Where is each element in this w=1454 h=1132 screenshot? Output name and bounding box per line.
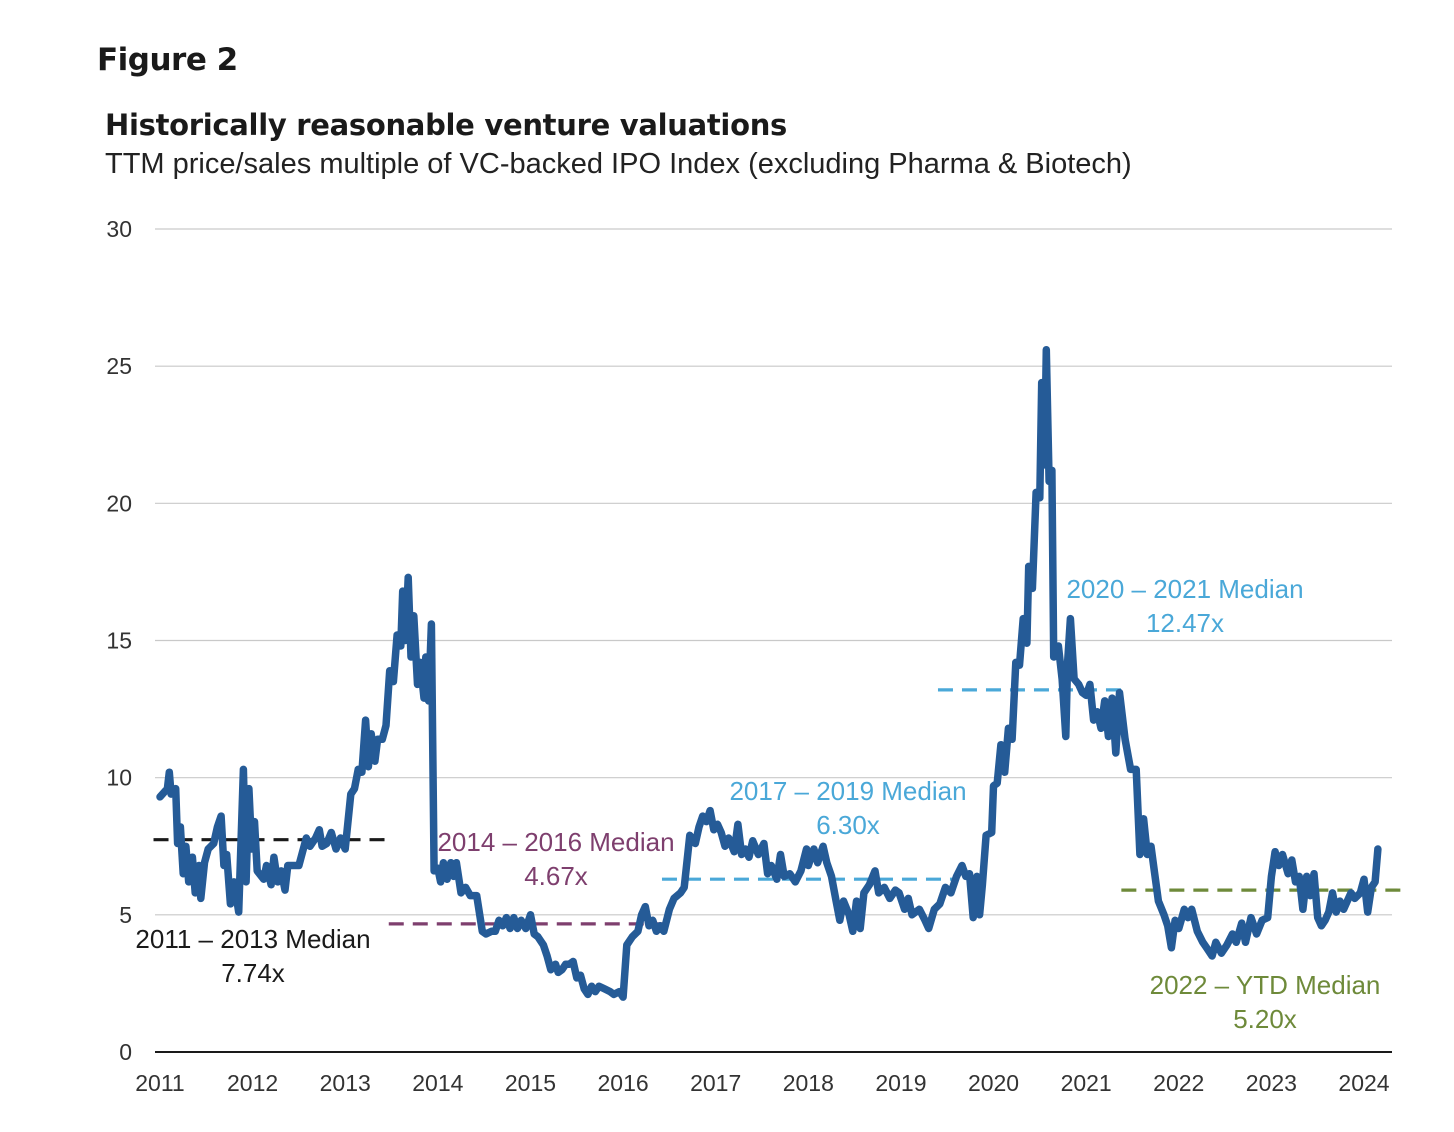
x-tick-label: 2021 [1061, 1070, 1112, 1096]
chart-subtitle: TTM price/sales multiple of VC-backed IP… [105, 148, 1132, 180]
x-tick-label: 2020 [968, 1070, 1019, 1096]
x-axis: 2011 2012 2013 2014 2015 2016 2017 2018 2019 2020… [135, 1070, 1390, 1096]
y-tick-label: 25 [106, 353, 132, 379]
y-tick-label: 15 [106, 628, 132, 654]
chart-title: Historically reasonable venture valuatio… [105, 108, 787, 142]
median-label-2: 2017 – 2019 Median [729, 776, 966, 806]
x-tick-label: 2023 [1246, 1070, 1297, 1096]
series-line-vc-ipo-index [156, 345, 1382, 1001]
median-label-0: 2011 – 2013 Median [135, 924, 370, 954]
y-tick-label: 0 [119, 1039, 132, 1065]
x-tick-label: 2016 [597, 1070, 648, 1096]
x-tick-label: 2022 [1153, 1070, 1204, 1096]
median-label-3: 2020 – 2021 Median [1066, 574, 1303, 604]
y-tick-label: 20 [106, 490, 132, 516]
median-value-3: 12.47x [1146, 608, 1224, 638]
x-tick-label: 2024 [1338, 1070, 1389, 1096]
x-tick-label: 2013 [320, 1070, 371, 1096]
median-value-0: 7.74x [221, 958, 285, 988]
median-value-2: 6.30x [816, 810, 880, 840]
y-tick-label: 30 [106, 216, 132, 242]
x-tick-label: 2019 [875, 1070, 926, 1096]
grid-lines [155, 228, 1392, 1053]
median-annotations: 2011 – 2013 Median 7.74x 2014 – 2016 Media… [135, 574, 1380, 1034]
median-value-1: 4.67x [524, 861, 588, 891]
median-label-4: 2022 – YTD Median [1150, 970, 1381, 1000]
median-label-1: 2014 – 2016 Median [437, 827, 674, 857]
x-tick-label: 2011 [135, 1070, 184, 1096]
x-tick-label: 2015 [505, 1070, 556, 1096]
y-tick-label: 5 [119, 902, 132, 928]
x-tick-label: 2012 [227, 1070, 278, 1096]
x-tick-label: 2018 [783, 1070, 834, 1096]
figure-label: Figure 2 [97, 42, 238, 78]
x-tick-label: 2017 [690, 1070, 741, 1096]
y-tick-label: 10 [106, 765, 132, 791]
y-axis: 0 5 10 15 20 25 30 [106, 216, 132, 1065]
median-lines [153, 688, 1406, 926]
x-tick-label: 2014 [412, 1070, 463, 1096]
median-value-4: 5.20x [1233, 1004, 1297, 1034]
